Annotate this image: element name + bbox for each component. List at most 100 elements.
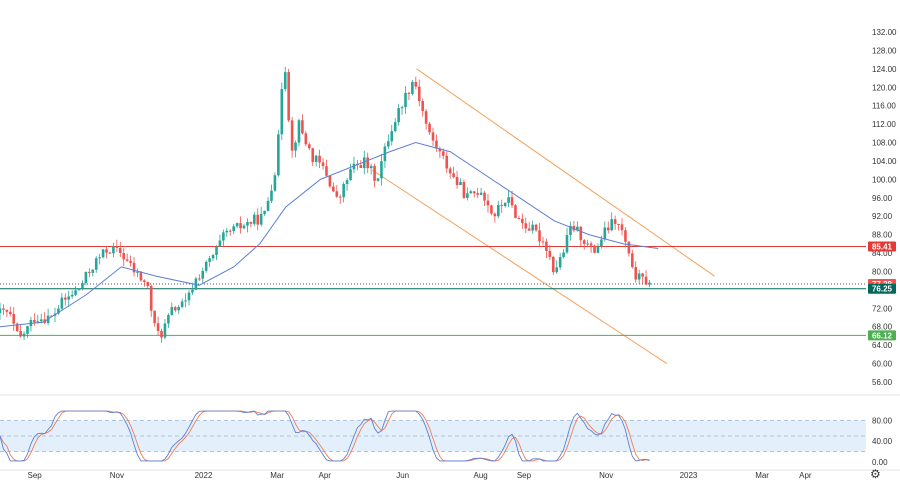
candle-body [606, 227, 610, 231]
candle-body [565, 235, 569, 253]
candle-body [524, 223, 528, 229]
grid [0, 394, 900, 471]
candle-body [228, 230, 232, 232]
candle-body [5, 309, 9, 312]
candle-body [596, 246, 600, 253]
candle-body [187, 292, 191, 301]
candle-body [462, 182, 466, 198]
candle-body [435, 140, 438, 149]
candle-body [246, 221, 249, 226]
candle-body [19, 331, 22, 337]
candle-body [259, 213, 263, 225]
candle-body [569, 225, 572, 236]
y-tick-label: 96.00 [872, 194, 893, 203]
candle-body [256, 214, 260, 225]
candle-body [143, 280, 146, 282]
y-tick-label: 60.00 [872, 360, 893, 369]
candle-body [469, 191, 473, 194]
candle-body [204, 261, 208, 271]
candle-body [63, 297, 67, 300]
candle-body [538, 230, 541, 242]
y-tick-label: 56.00 [872, 378, 893, 387]
candle-body [160, 330, 163, 338]
candle-body [627, 241, 631, 254]
candle-body [407, 92, 411, 94]
candle-body [290, 120, 294, 151]
candle-body [417, 86, 421, 102]
candle-body [637, 273, 641, 280]
candle-body [503, 202, 507, 207]
candle-body [442, 151, 445, 156]
candle-body [369, 165, 373, 169]
candle-body [191, 289, 194, 293]
x-tick-label: Aug [474, 471, 488, 480]
candle-body [476, 193, 479, 195]
y-tick-label: 120.00 [872, 83, 897, 92]
candle-body [335, 191, 339, 197]
candle-body [208, 258, 211, 262]
y-tick-label: 84.00 [872, 249, 893, 258]
candle-body [641, 273, 644, 277]
candle-body [507, 197, 510, 203]
candle-body [521, 218, 524, 224]
x-tick-label: Apr [799, 471, 812, 480]
candle-body [321, 162, 325, 167]
x-tick-label: Sep [28, 471, 43, 480]
y-tick-label: 112.00 [872, 120, 896, 129]
candle-body [400, 107, 404, 109]
candle-body [349, 169, 352, 181]
candle-body [122, 252, 126, 260]
candle-body [270, 190, 273, 201]
candle-body [421, 101, 424, 112]
candle-body [466, 193, 469, 198]
horizontal-levels [0, 246, 866, 336]
candle-body [411, 82, 414, 94]
candle-body [153, 310, 156, 324]
stochastic-lines [0, 410, 650, 462]
candle-body [67, 296, 71, 300]
candle-body [283, 72, 287, 90]
candle-body [332, 186, 335, 192]
candle-body [156, 323, 160, 331]
level-badge-label: 66.12 [872, 331, 893, 340]
candle-body [307, 144, 311, 149]
candle-body [644, 276, 648, 285]
candle-body [600, 239, 603, 247]
candle-body [527, 228, 531, 231]
candle-body [149, 286, 153, 311]
candle-body [125, 259, 129, 261]
candle-body [201, 270, 205, 279]
candle-body [490, 205, 493, 214]
candle-body [362, 157, 366, 169]
candle-body [136, 271, 139, 273]
candle-body [496, 205, 500, 217]
candle-body [431, 132, 435, 141]
candle-body [15, 323, 19, 332]
candle-body [70, 294, 74, 297]
stochastic-tick-label: 80.00 [872, 416, 893, 425]
trend-channel [372, 68, 715, 364]
y-tick-label: 104.00 [872, 157, 897, 166]
candle-body [22, 333, 26, 337]
candle-body [33, 320, 36, 323]
y-tick-label: 72.00 [872, 304, 893, 313]
candle-body [57, 308, 60, 314]
candle-body [582, 240, 586, 244]
candle-body [170, 307, 174, 315]
channel-lower-line [372, 169, 668, 364]
candle-body [249, 221, 253, 224]
candle-body [105, 249, 108, 253]
level-badge [868, 283, 896, 294]
settings-gear-icon[interactable]: ⚙ [870, 467, 881, 481]
candle-body [253, 214, 256, 224]
candle-body [146, 281, 150, 287]
candle-body [211, 255, 215, 259]
moving-average-line [0, 142, 659, 328]
y-tick-label: 80.00 [872, 267, 893, 276]
level-badge-label: 76.25 [872, 285, 893, 294]
candle-body [414, 82, 418, 87]
candle-body [603, 227, 607, 240]
candle-body [277, 134, 280, 176]
candle-body [139, 271, 143, 281]
